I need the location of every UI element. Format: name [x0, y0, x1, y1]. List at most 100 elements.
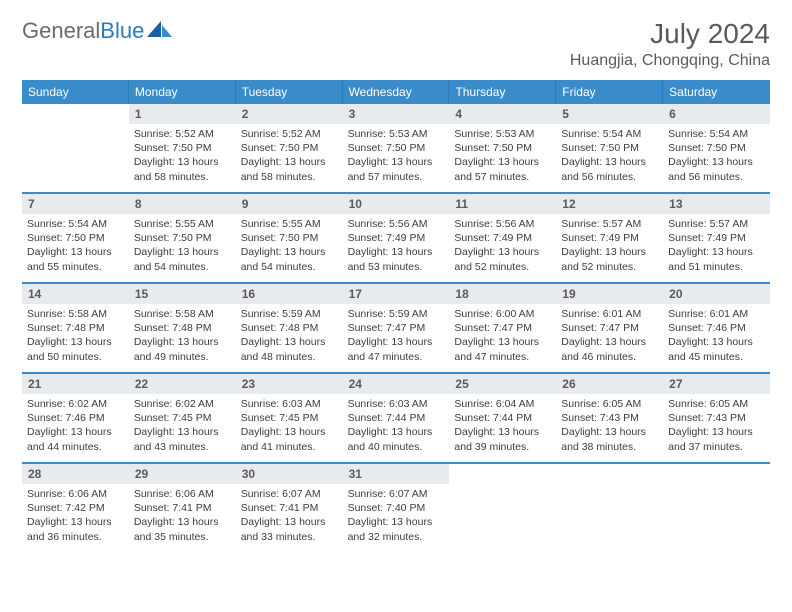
day-details: Sunrise: 5:54 AMSunset: 7:50 PMDaylight:…: [22, 214, 129, 280]
day-cell: 26Sunrise: 6:05 AMSunset: 7:43 PMDayligh…: [556, 374, 663, 462]
day-details: Sunrise: 5:58 AMSunset: 7:48 PMDaylight:…: [22, 304, 129, 370]
day-details: Sunrise: 5:52 AMSunset: 7:50 PMDaylight:…: [236, 124, 343, 190]
day-cell: .: [663, 464, 770, 552]
weekday-header: Thursday: [449, 80, 556, 104]
day-cell: 9Sunrise: 5:55 AMSunset: 7:50 PMDaylight…: [236, 194, 343, 282]
day-number: 17: [343, 284, 450, 304]
day-cell: .: [22, 104, 129, 192]
day-details: Sunrise: 6:03 AMSunset: 7:45 PMDaylight:…: [236, 394, 343, 460]
day-number: 28: [22, 464, 129, 484]
day-details: Sunrise: 5:52 AMSunset: 7:50 PMDaylight:…: [129, 124, 236, 190]
day-details: Sunrise: 6:07 AMSunset: 7:41 PMDaylight:…: [236, 484, 343, 550]
day-cell: 27Sunrise: 6:05 AMSunset: 7:43 PMDayligh…: [663, 374, 770, 462]
day-number: 21: [22, 374, 129, 394]
week-row: 14Sunrise: 5:58 AMSunset: 7:48 PMDayligh…: [22, 284, 770, 374]
day-number: 18: [449, 284, 556, 304]
week-row: .1Sunrise: 5:52 AMSunset: 7:50 PMDayligh…: [22, 104, 770, 194]
day-details: Sunrise: 6:01 AMSunset: 7:47 PMDaylight:…: [556, 304, 663, 370]
brand-word-1: General: [22, 18, 100, 43]
weeks-container: .1Sunrise: 5:52 AMSunset: 7:50 PMDayligh…: [22, 104, 770, 552]
day-cell: 25Sunrise: 6:04 AMSunset: 7:44 PMDayligh…: [449, 374, 556, 462]
day-cell: 31Sunrise: 6:07 AMSunset: 7:40 PMDayligh…: [343, 464, 450, 552]
day-number: 22: [129, 374, 236, 394]
day-number: 29: [129, 464, 236, 484]
day-cell: 12Sunrise: 5:57 AMSunset: 7:49 PMDayligh…: [556, 194, 663, 282]
week-row: 21Sunrise: 6:02 AMSunset: 7:46 PMDayligh…: [22, 374, 770, 464]
day-number: 9: [236, 194, 343, 214]
day-number: 5: [556, 104, 663, 124]
calendar: SundayMondayTuesdayWednesdayThursdayFrid…: [22, 80, 770, 552]
day-details: Sunrise: 6:00 AMSunset: 7:47 PMDaylight:…: [449, 304, 556, 370]
day-details: Sunrise: 6:05 AMSunset: 7:43 PMDaylight:…: [663, 394, 770, 460]
day-cell: 13Sunrise: 5:57 AMSunset: 7:49 PMDayligh…: [663, 194, 770, 282]
day-details: Sunrise: 6:02 AMSunset: 7:45 PMDaylight:…: [129, 394, 236, 460]
day-number: 7: [22, 194, 129, 214]
day-details: Sunrise: 5:53 AMSunset: 7:50 PMDaylight:…: [343, 124, 450, 190]
day-details: Sunrise: 5:59 AMSunset: 7:47 PMDaylight:…: [343, 304, 450, 370]
day-details: Sunrise: 5:53 AMSunset: 7:50 PMDaylight:…: [449, 124, 556, 190]
day-cell: 4Sunrise: 5:53 AMSunset: 7:50 PMDaylight…: [449, 104, 556, 192]
day-number: 27: [663, 374, 770, 394]
day-cell: 1Sunrise: 5:52 AMSunset: 7:50 PMDaylight…: [129, 104, 236, 192]
day-number: 24: [343, 374, 450, 394]
day-number: 16: [236, 284, 343, 304]
day-cell: 17Sunrise: 5:59 AMSunset: 7:47 PMDayligh…: [343, 284, 450, 372]
day-details: Sunrise: 5:59 AMSunset: 7:48 PMDaylight:…: [236, 304, 343, 370]
day-number: 26: [556, 374, 663, 394]
day-cell: 3Sunrise: 5:53 AMSunset: 7:50 PMDaylight…: [343, 104, 450, 192]
weekday-header: Sunday: [22, 80, 129, 104]
day-cell: 28Sunrise: 6:06 AMSunset: 7:42 PMDayligh…: [22, 464, 129, 552]
day-cell: 11Sunrise: 5:56 AMSunset: 7:49 PMDayligh…: [449, 194, 556, 282]
day-cell: 10Sunrise: 5:56 AMSunset: 7:49 PMDayligh…: [343, 194, 450, 282]
day-number: 6: [663, 104, 770, 124]
day-number: 1: [129, 104, 236, 124]
day-cell: 29Sunrise: 6:06 AMSunset: 7:41 PMDayligh…: [129, 464, 236, 552]
day-number: 10: [343, 194, 450, 214]
day-number: 12: [556, 194, 663, 214]
day-details: Sunrise: 6:07 AMSunset: 7:40 PMDaylight:…: [343, 484, 450, 550]
day-number: 11: [449, 194, 556, 214]
day-number: 30: [236, 464, 343, 484]
day-details: Sunrise: 6:05 AMSunset: 7:43 PMDaylight:…: [556, 394, 663, 460]
day-details: Sunrise: 5:56 AMSunset: 7:49 PMDaylight:…: [343, 214, 450, 280]
day-cell: 20Sunrise: 6:01 AMSunset: 7:46 PMDayligh…: [663, 284, 770, 372]
day-details: Sunrise: 6:02 AMSunset: 7:46 PMDaylight:…: [22, 394, 129, 460]
brand-sail-icon: [147, 21, 173, 39]
day-cell: 6Sunrise: 5:54 AMSunset: 7:50 PMDaylight…: [663, 104, 770, 192]
day-cell: 5Sunrise: 5:54 AMSunset: 7:50 PMDaylight…: [556, 104, 663, 192]
day-details: Sunrise: 5:57 AMSunset: 7:49 PMDaylight:…: [556, 214, 663, 280]
day-details: Sunrise: 5:54 AMSunset: 7:50 PMDaylight:…: [556, 124, 663, 190]
weekday-header: Monday: [129, 80, 236, 104]
day-cell: 18Sunrise: 6:00 AMSunset: 7:47 PMDayligh…: [449, 284, 556, 372]
day-number: 3: [343, 104, 450, 124]
weekday-header: Tuesday: [236, 80, 343, 104]
day-details: Sunrise: 5:54 AMSunset: 7:50 PMDaylight:…: [663, 124, 770, 190]
day-number: 23: [236, 374, 343, 394]
month-title: July 2024: [570, 18, 770, 50]
week-row: 28Sunrise: 6:06 AMSunset: 7:42 PMDayligh…: [22, 464, 770, 552]
day-number: 2: [236, 104, 343, 124]
day-details: Sunrise: 6:04 AMSunset: 7:44 PMDaylight:…: [449, 394, 556, 460]
day-cell: 15Sunrise: 5:58 AMSunset: 7:48 PMDayligh…: [129, 284, 236, 372]
day-cell: 24Sunrise: 6:03 AMSunset: 7:44 PMDayligh…: [343, 374, 450, 462]
day-number: 31: [343, 464, 450, 484]
day-cell: .: [556, 464, 663, 552]
day-details: Sunrise: 6:06 AMSunset: 7:41 PMDaylight:…: [129, 484, 236, 550]
day-cell: 21Sunrise: 6:02 AMSunset: 7:46 PMDayligh…: [22, 374, 129, 462]
day-cell: 23Sunrise: 6:03 AMSunset: 7:45 PMDayligh…: [236, 374, 343, 462]
day-cell: .: [449, 464, 556, 552]
day-cell: 8Sunrise: 5:55 AMSunset: 7:50 PMDaylight…: [129, 194, 236, 282]
day-details: Sunrise: 6:03 AMSunset: 7:44 PMDaylight:…: [343, 394, 450, 460]
brand-text: GeneralBlue: [22, 18, 144, 44]
day-details: Sunrise: 5:55 AMSunset: 7:50 PMDaylight:…: [129, 214, 236, 280]
day-details: Sunrise: 5:56 AMSunset: 7:49 PMDaylight:…: [449, 214, 556, 280]
brand-logo: GeneralBlue: [22, 18, 173, 44]
day-number: 20: [663, 284, 770, 304]
weekday-header: Friday: [556, 80, 663, 104]
title-block: July 2024 Huangjia, Chongqing, China: [570, 18, 770, 70]
brand-word-2: Blue: [100, 18, 144, 43]
day-cell: 14Sunrise: 5:58 AMSunset: 7:48 PMDayligh…: [22, 284, 129, 372]
day-number: 13: [663, 194, 770, 214]
day-details: Sunrise: 5:55 AMSunset: 7:50 PMDaylight:…: [236, 214, 343, 280]
day-cell: 22Sunrise: 6:02 AMSunset: 7:45 PMDayligh…: [129, 374, 236, 462]
